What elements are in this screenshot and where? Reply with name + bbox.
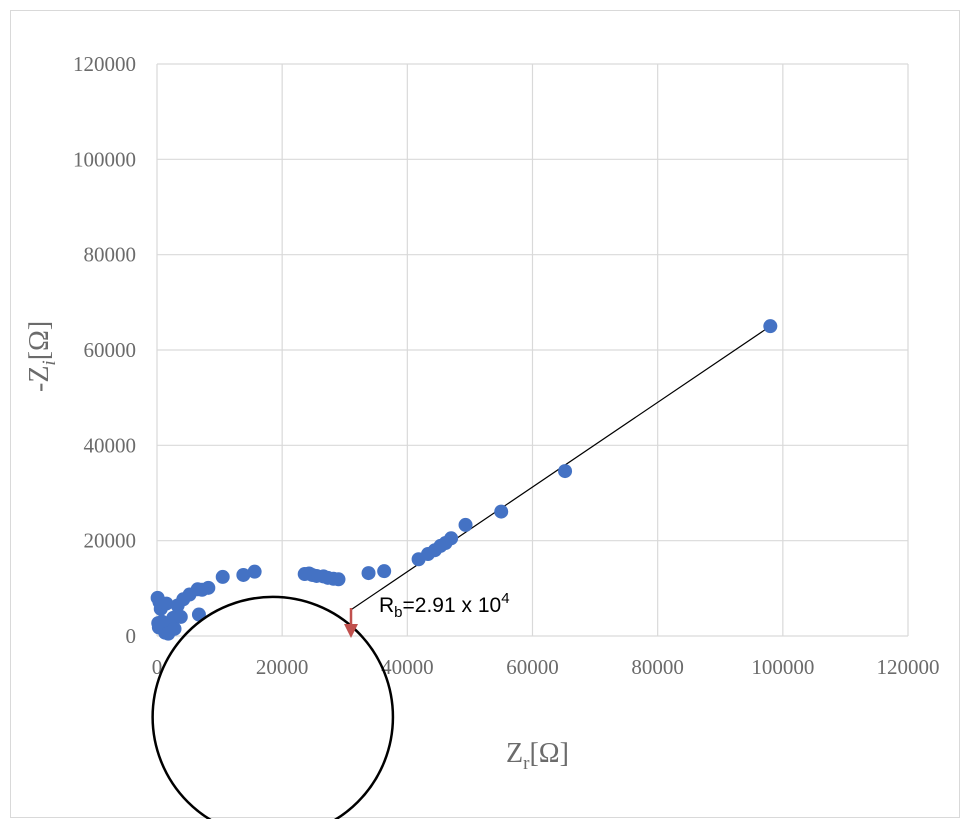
data-points (150, 319, 778, 641)
chart-frame (10, 10, 960, 818)
y-axis-title-prefix: -Z (24, 366, 55, 392)
x-tick-label: 100000 (751, 655, 814, 679)
x-axis-title-unit: [Ω] (529, 738, 568, 769)
data-point (458, 517, 473, 532)
data-point (411, 552, 426, 567)
data-point (170, 598, 185, 613)
x-tick-label: 20000 (256, 655, 309, 679)
y-tick-label: 40000 (84, 433, 137, 457)
x-axis-title: Zr[Ω] (506, 738, 569, 774)
data-point (377, 564, 392, 579)
y-axis-title: -Zi[Ω] (24, 321, 60, 392)
highlight-circle (151, 595, 395, 819)
x-tick-label: 40000 (381, 655, 434, 679)
data-point (361, 566, 376, 581)
data-point (167, 621, 182, 636)
data-point (763, 319, 778, 334)
y-tick-label: 0 (126, 624, 137, 648)
data-point (215, 569, 230, 584)
arrow-head (344, 624, 359, 638)
rb-annotation: Rb=2.91 x 104 (379, 590, 510, 621)
data-point (159, 596, 174, 611)
x-tick-label: 80000 (631, 655, 684, 679)
data-point (173, 609, 188, 624)
grid-lines (156, 63, 909, 637)
data-point (191, 607, 206, 622)
x-tick-labels: 0 20000 40000 60000 80000 100000 120000 (152, 655, 940, 679)
data-point (297, 567, 312, 582)
y-tick-label: 100000 (73, 147, 136, 171)
x-tick-label: 120000 (877, 655, 940, 679)
x-tick-label: 60000 (506, 655, 559, 679)
y-axis-title-sub: i (39, 360, 60, 365)
y-tick-label: 120000 (73, 52, 136, 76)
rb-annotation-text: =2.91 x 10 (403, 594, 502, 617)
y-tick-label: 80000 (84, 243, 137, 267)
rb-annotation-sup: 4 (501, 590, 509, 607)
y-axis-title-unit: [Ω] (24, 321, 55, 360)
data-point (247, 564, 262, 579)
data-point (494, 504, 509, 519)
y-tick-label: 20000 (84, 529, 137, 553)
y-tick-labels: 0 20000 40000 60000 80000 100000 120000 (73, 52, 136, 648)
rb-annotation-base: R (379, 594, 394, 617)
x-tick-label: 0 (152, 655, 163, 679)
rb-arrow-icon (344, 608, 359, 638)
data-point (558, 464, 573, 479)
data-point (236, 567, 251, 582)
rb-annotation-sub: b (394, 604, 402, 621)
data-point (151, 616, 166, 631)
x-axis-title-sub: r (523, 753, 530, 774)
x-axis-title-main: Z (506, 738, 523, 769)
y-tick-label: 60000 (84, 338, 137, 362)
